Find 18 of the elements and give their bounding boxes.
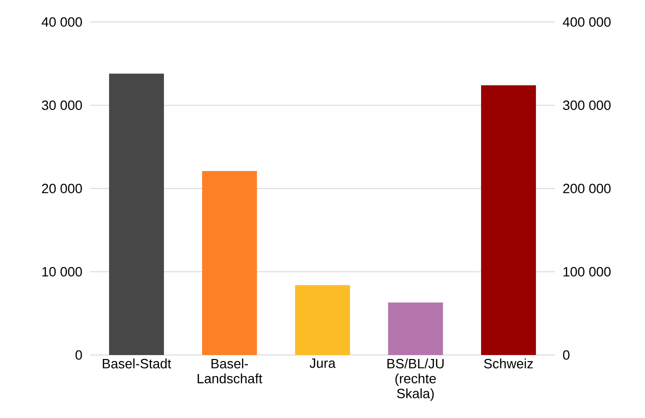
y2-tick-label: 200 000 [563,184,611,194]
y2-tick-label: 300 000 [563,100,611,110]
x-tick-label: Schweiz [484,358,533,368]
y-tick-label: 40 000 [42,17,82,27]
x-tick-label: Basel-Stadt [102,358,172,368]
bar [202,171,257,355]
x-tick-label: Jura [310,358,336,368]
y-tick-label: 0 [76,350,82,360]
y2-tick-label: 400 000 [562,17,611,27]
bar [295,285,350,355]
y-tick-label: 10 000 [42,266,82,277]
x-tick-label: BS/BL/JU (rechte Skala) [387,358,444,401]
bar [109,74,164,355]
y2-tick-label: 100 000 [564,266,611,277]
x-tick-label: Basel-Landschaft [198,358,262,384]
y2-tick-label: 0 [563,350,570,360]
y-tick-label: 20 000 [42,184,82,194]
y-tick-label: 30 000 [42,100,82,110]
